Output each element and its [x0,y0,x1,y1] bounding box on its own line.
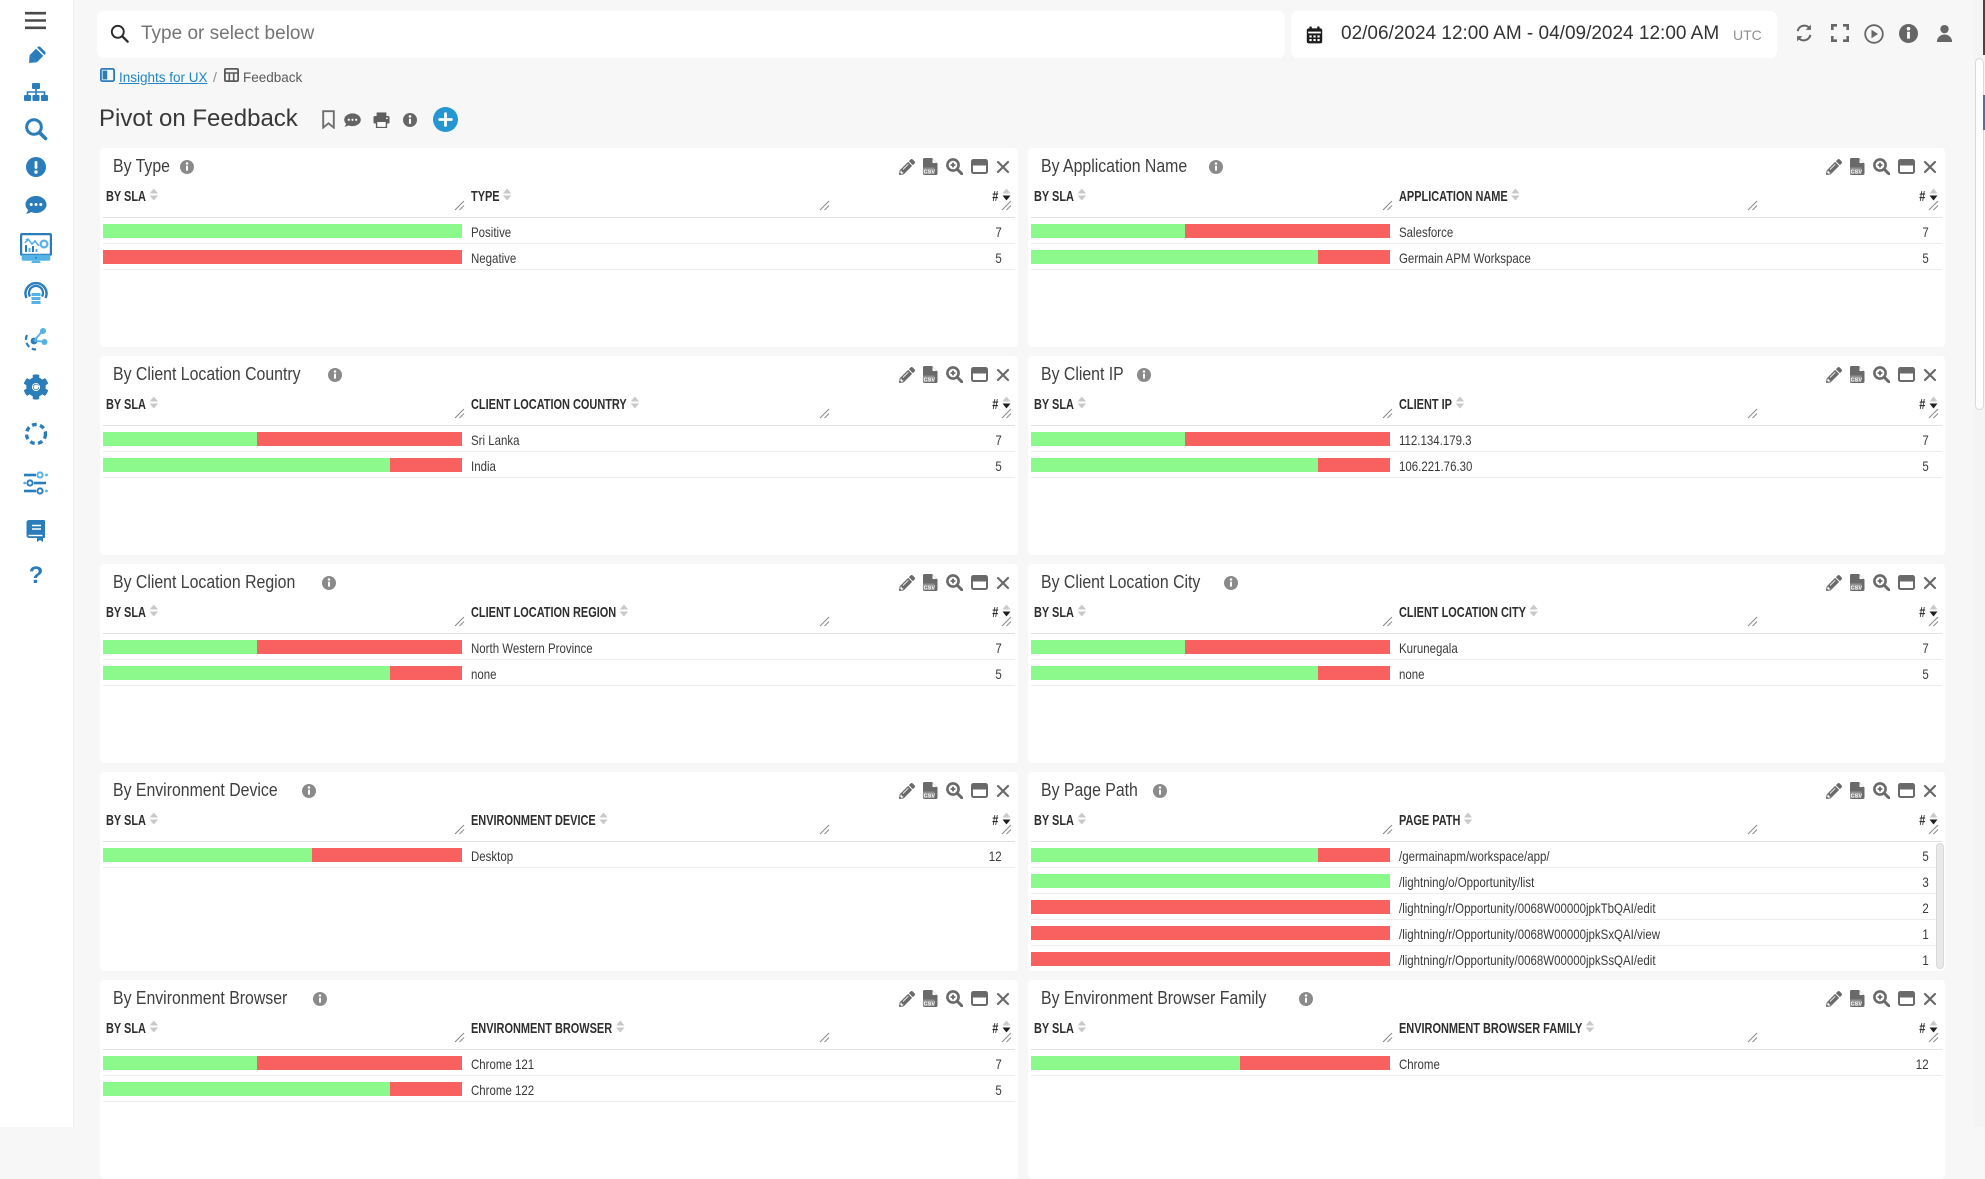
svg-text:CSV: CSV [924,1001,936,1007]
svg-text:CSV: CSV [924,585,936,591]
svg-text:CSV: CSV [1851,793,1863,799]
svg-text:CSV: CSV [1851,1001,1863,1007]
svg-text:CSV: CSV [1851,585,1863,591]
svg-text:CSV: CSV [1851,377,1863,383]
svg-text:CSV: CSV [924,169,936,175]
svg-text:CSV: CSV [924,377,936,383]
svg-text:CSV: CSV [924,793,936,799]
svg-text:CSV: CSV [1851,169,1863,175]
